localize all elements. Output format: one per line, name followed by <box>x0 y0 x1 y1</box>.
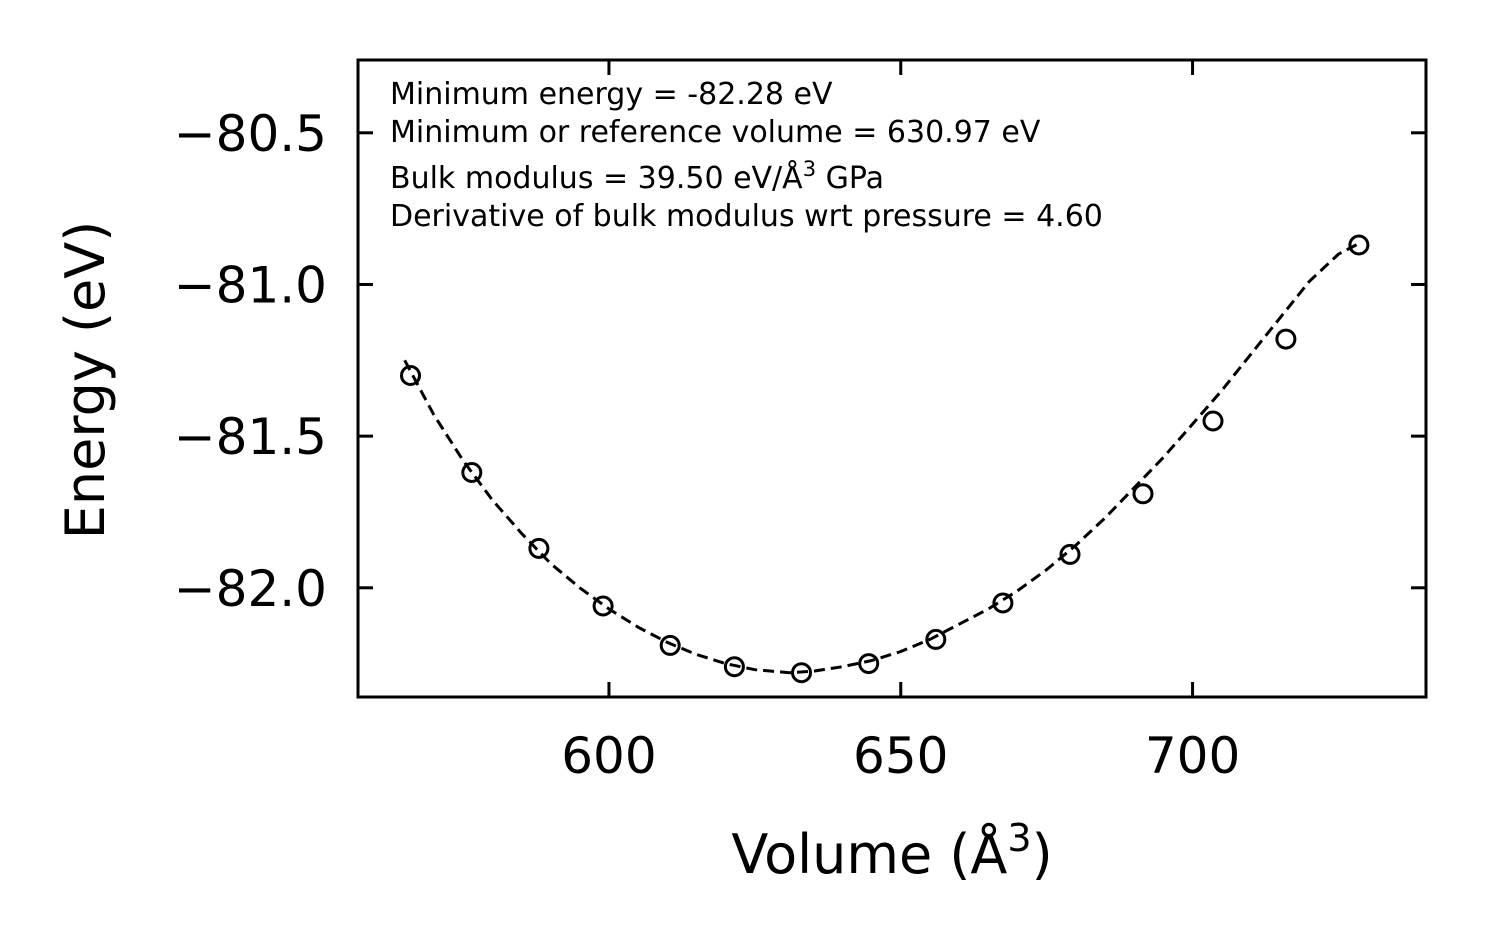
data-point <box>461 462 483 483</box>
data-point <box>791 662 812 684</box>
annotation-bulk-modulus-main: Bulk modulus = 39.50 eV/Å <box>390 160 803 196</box>
x-axis-label-main: Volume (Å <box>731 822 1007 886</box>
annotation-min-energy: Minimum energy = -82.28 eV <box>390 77 833 112</box>
data-point <box>992 592 1014 614</box>
data-point <box>1132 483 1154 505</box>
y-tick-label: −82.0 <box>174 560 327 618</box>
data-point <box>723 656 745 678</box>
x-tick-label: 650 <box>853 727 948 785</box>
x-axis-label-sup: 3 <box>1007 816 1031 860</box>
x-axis-label-tail: ) <box>1032 823 1053 886</box>
y-axis-label: Energy (eV) <box>54 221 117 540</box>
plot-frame <box>356 58 1428 699</box>
data-point <box>1348 234 1370 256</box>
data-point <box>592 595 614 617</box>
y-tick-label: −81.5 <box>174 408 327 466</box>
annotation-bulk-modulus-unit: GPa <box>816 161 884 196</box>
y-tick-label: −80.5 <box>174 105 327 163</box>
data-point <box>1275 328 1297 350</box>
x-tick-label: 700 <box>1145 727 1240 785</box>
data-point <box>400 365 421 386</box>
fit-curve <box>403 240 1363 675</box>
annotation-bulk-derivative: Derivative of bulk modulus wrt pressure … <box>390 199 1103 234</box>
data-point <box>1059 543 1081 565</box>
data-point <box>528 537 550 559</box>
annotation-ref-volume: Minimum or reference volume = 630.97 eV <box>390 115 1041 150</box>
annotation-bulk-modulus: Bulk modulus = 39.50 eV/Å3 GPa <box>390 157 884 196</box>
y-tick-label: −81.0 <box>174 256 327 314</box>
annotation-bulk-modulus-sup: 3 <box>803 157 816 181</box>
data-point <box>1202 410 1224 432</box>
data-point <box>659 634 681 656</box>
x-axis-label: Volume (Å3) <box>731 816 1052 886</box>
x-tick-label: 600 <box>561 727 656 785</box>
data-point <box>925 628 947 650</box>
data-point <box>858 653 880 675</box>
